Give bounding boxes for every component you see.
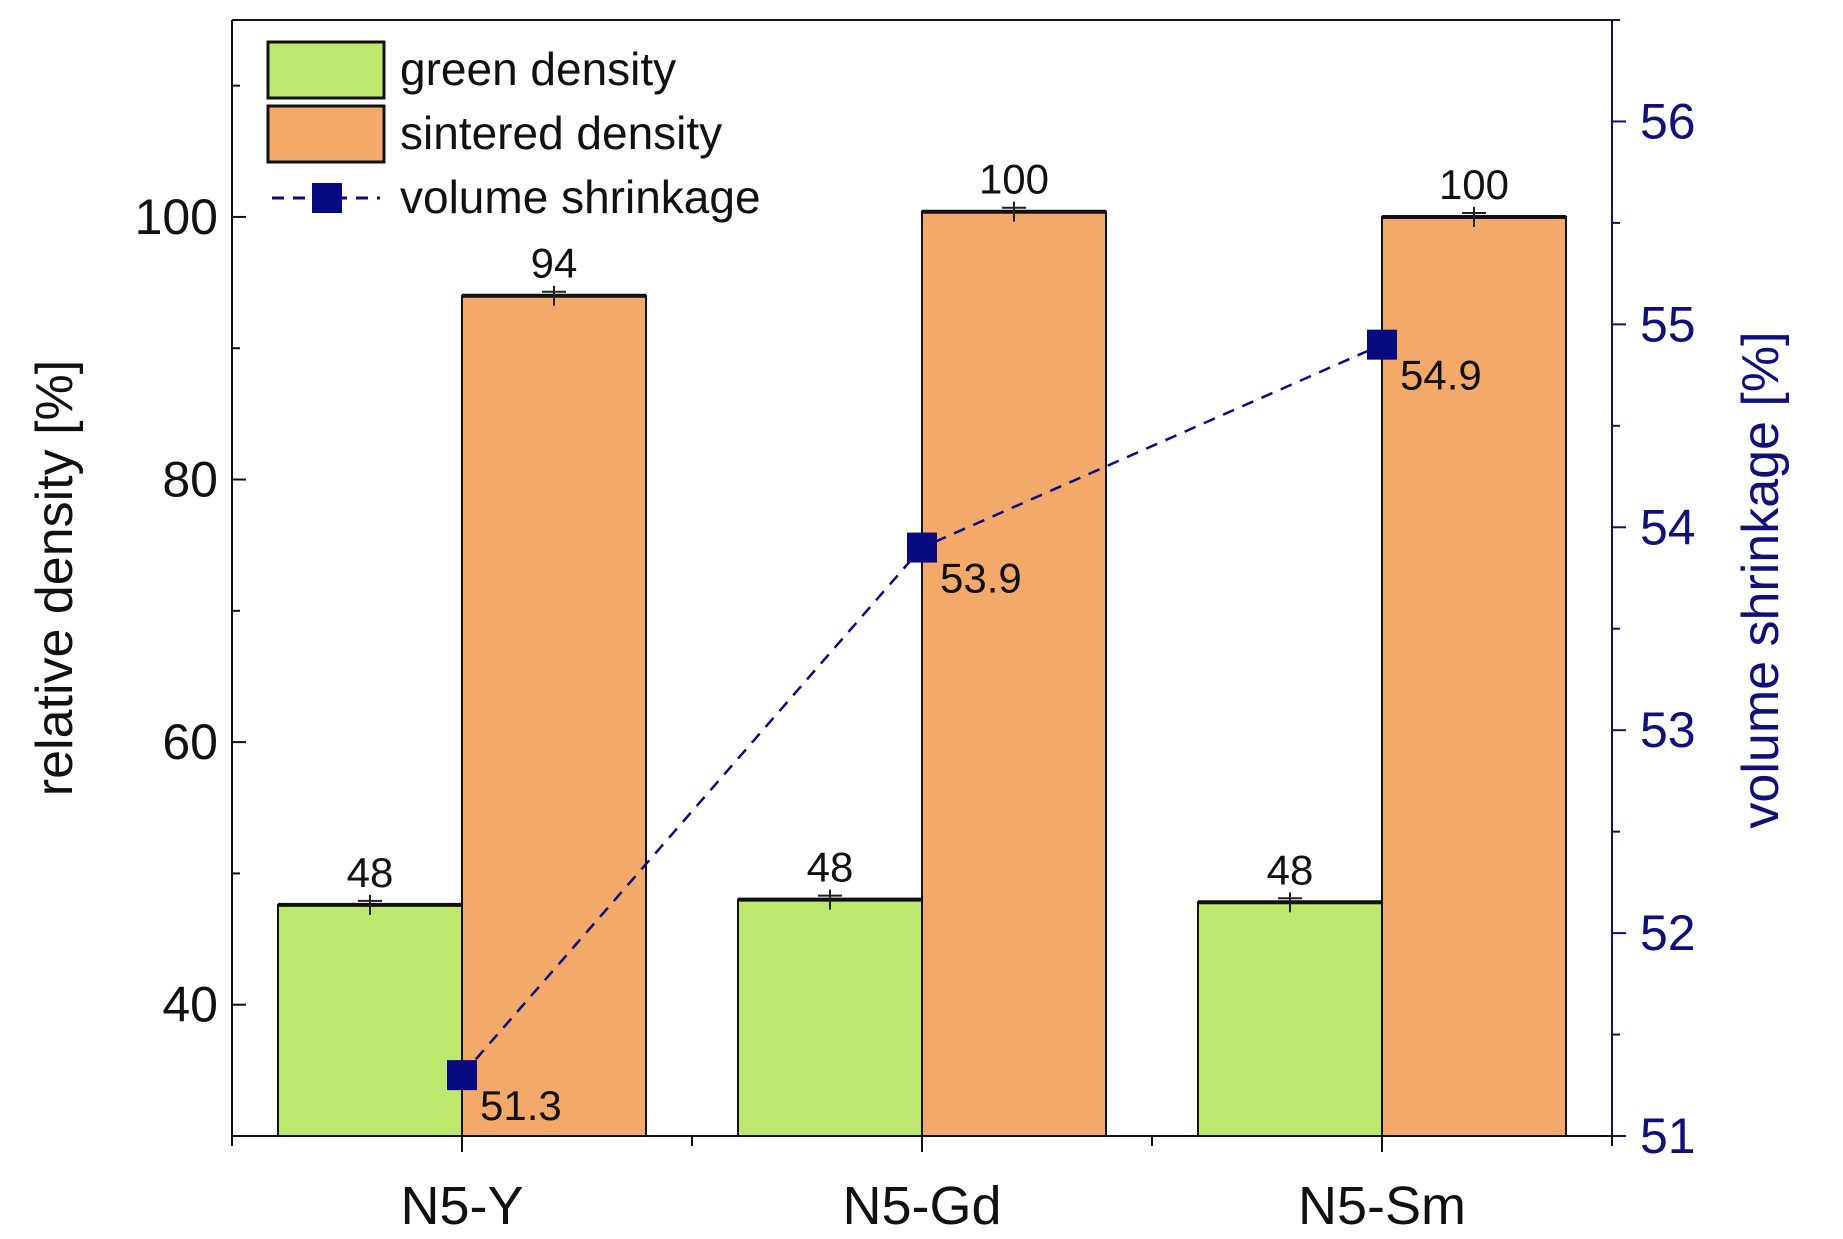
legend-label-volume-shrinkage: volume shrinkage: [400, 171, 761, 223]
y-tick-label-80: 80: [162, 452, 218, 508]
y-right-tick-label-54: 54: [1640, 499, 1696, 555]
legend-marker-volume-shrinkage: [312, 183, 342, 213]
y-right-tick-label-53: 53: [1640, 702, 1696, 758]
axes-layer: 40 60 80 100 51 52 53 54 55 56 N5-Y N5-Gd N5-Sm relat…: [26, 19, 1790, 1236]
x-category-label-n5-sm: N5-Sm: [1298, 1176, 1466, 1236]
green-density-value-0: 48: [347, 849, 394, 896]
green-density-bar-n5-gd: [737, 898, 923, 1137]
y-tick-label-100: 100: [135, 189, 218, 245]
shrinkage-line-layer: [447, 329, 1397, 1091]
green-density-value-1: 48: [807, 844, 854, 891]
y-axis-title: relative density [%]: [26, 360, 84, 796]
volume-shrinkage-value-2: 54.9: [1400, 352, 1482, 399]
x-category-label-n5-gd: N5-Gd: [842, 1176, 1001, 1236]
y-right-tick-label-55: 55: [1640, 296, 1696, 352]
y-right-axis-title: volume shrinkage [%]: [1732, 331, 1790, 828]
y-tick-label-60: 60: [162, 714, 218, 770]
volume-shrinkage-value-0: 51.3: [480, 1082, 562, 1129]
volume-shrinkage-marker-0: [447, 1060, 477, 1091]
legend-swatch-green-density: [266, 40, 386, 100]
sintered-density-value-2: 100: [1439, 161, 1509, 208]
sintered-density-bar-n5-sm: [1381, 215, 1567, 1138]
sintered-density-bar-n5-y: [461, 294, 647, 1137]
labels-layer: 48 48 48 94 100 100 51.3 53.9 54.9: [347, 156, 1509, 1129]
green-density-value-2: 48: [1267, 846, 1314, 893]
green-density-bar-n5-sm: [1197, 901, 1383, 1137]
green-density-bar-n5-y: [277, 903, 463, 1138]
legend-label-sintered-density: sintered density: [400, 107, 722, 159]
legend-label-green-density: green density: [400, 43, 676, 95]
sintered-density-value-0: 94: [531, 240, 578, 287]
y-tick-label-40: 40: [162, 977, 218, 1033]
volume-shrinkage-marker-2: [1367, 329, 1397, 360]
legend-swatch-sintered-density: [266, 104, 386, 164]
y-right-tick-label-56: 56: [1640, 93, 1696, 149]
y-right-tick-label-52: 52: [1640, 905, 1696, 961]
volume-shrinkage-marker-1: [907, 532, 937, 563]
y-right-tick-label-51: 51: [1640, 1108, 1696, 1164]
volume-shrinkage-value-1: 53.9: [940, 555, 1022, 602]
sintered-density-value-1: 100: [979, 156, 1049, 203]
legend: green density sintered density volume shri…: [266, 40, 761, 223]
bars-layer: [277, 201, 1567, 1138]
sintered-density-bar-n5-gd: [921, 210, 1107, 1138]
x-category-label-n5-y: N5-Y: [400, 1176, 523, 1236]
